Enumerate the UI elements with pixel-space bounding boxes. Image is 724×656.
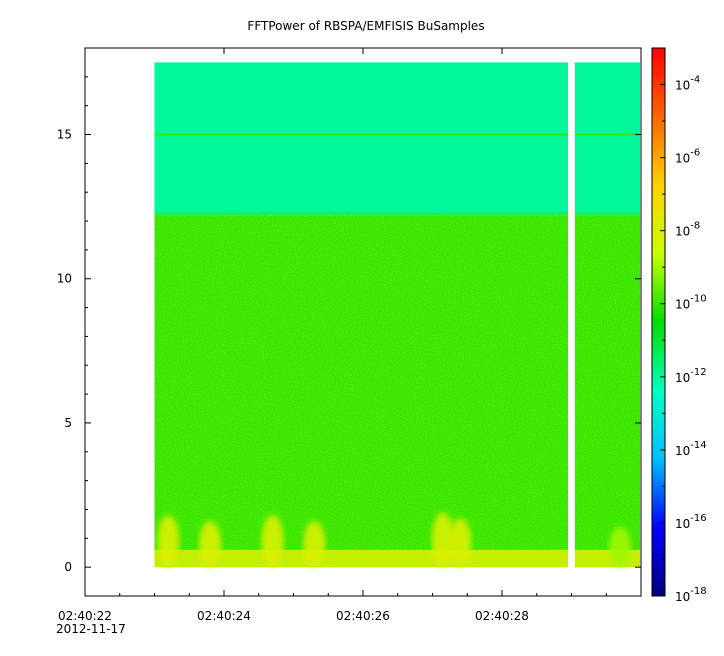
burst-2	[199, 521, 222, 568]
colorbar-tick-label: 10-6	[675, 148, 700, 166]
burst-4	[303, 521, 326, 568]
colorbar-tick-label: 10-14	[675, 440, 707, 458]
y-tick-label: 5	[64, 416, 72, 430]
upper-band	[154, 62, 640, 216]
data-gap	[568, 61, 575, 569]
bottom-band	[154, 549, 640, 568]
x-tick-label: 02:40:26	[336, 609, 390, 623]
y-axis: 0 5 10 15	[57, 47, 641, 597]
colorbar-gradient	[651, 47, 666, 597]
y-tick-label: 0	[64, 560, 72, 574]
burst-3	[261, 515, 284, 568]
burst-5	[431, 512, 454, 568]
colorbar: 10-18 10-16 10-14 10-12 10-10 10-8 10-6 10-4	[651, 47, 707, 604]
x-axis-date-label: 2012-11-17	[56, 622, 126, 636]
burst-1	[157, 515, 180, 568]
chart-title: FFTPower of RBSPA/EMFISIS BuSamples	[247, 19, 484, 33]
y-tick-label: 15	[57, 128, 72, 142]
burst-7	[609, 526, 632, 568]
plot-area	[154, 61, 640, 569]
noise-texture	[154, 215, 640, 568]
colorbar-tick-label: 10-16	[675, 513, 707, 531]
x-axis: 02:40:22 02:40:24 02:40:26 02:40:28	[58, 48, 642, 623]
colorbar-tick-label: 10-12	[675, 367, 707, 385]
colorbar-tick-label: 10-10	[675, 294, 707, 312]
colorbar-tick-label: 10-8	[675, 221, 700, 239]
colorbar-tick-label: 10-18	[675, 586, 707, 604]
x-tick-label: 02:40:28	[475, 609, 529, 623]
x-tick-label: 02:40:24	[197, 609, 251, 623]
colorbar-tick-label: 10-4	[675, 75, 700, 93]
burst-6	[449, 518, 472, 568]
x-tick-label: 02:40:22	[58, 609, 112, 623]
y-tick-label: 10	[57, 272, 72, 286]
